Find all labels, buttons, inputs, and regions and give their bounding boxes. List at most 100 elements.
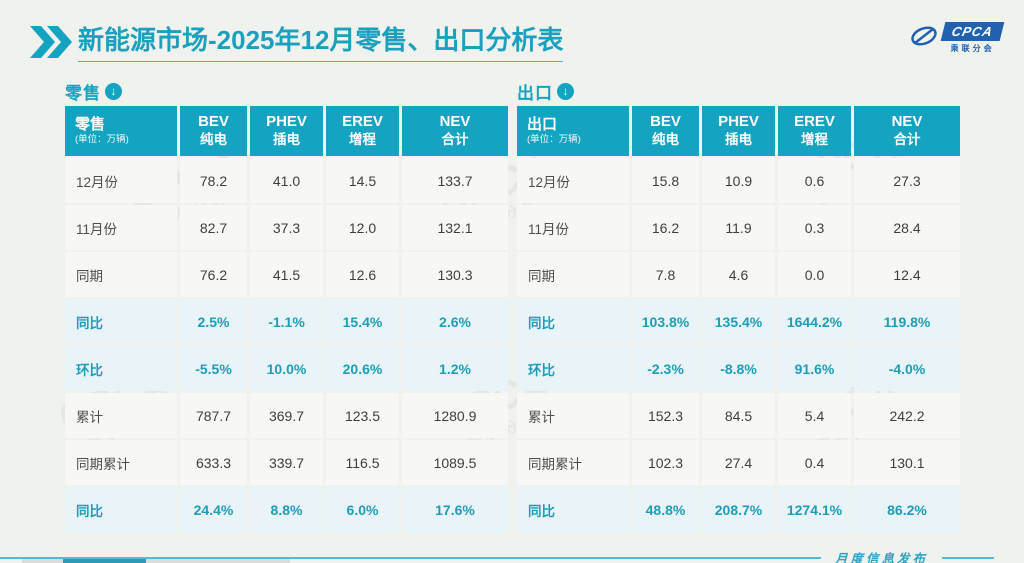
- cell-value: -4.0%: [854, 346, 960, 391]
- column-header-en: BEV: [198, 113, 229, 131]
- cell-value: 15.8: [632, 158, 699, 203]
- cpca-logo: CPCA 乘联分会: [909, 22, 1005, 54]
- retail-table: 零售 (单位：万辆) BEV 纯电 PHEV 插电 EREV 增程 NEV 合计 12月份 78.2 4…: [65, 106, 509, 532]
- cell-value: 2.6%: [402, 299, 508, 344]
- table-unit-label: (单位：万辆): [75, 134, 129, 146]
- cell-value: 369.7: [250, 393, 323, 438]
- cell-value: 1089.5: [402, 440, 508, 485]
- slide-header: 新能源市场-2025年12月零售、出口分析表: [28, 24, 564, 62]
- cell-value: 0.0: [778, 252, 851, 297]
- cell-value: 1644.2%: [778, 299, 851, 344]
- column-header-zh: 合计: [441, 131, 469, 147]
- cell-value: 76.2: [180, 252, 247, 297]
- row-label: 12月份: [517, 158, 629, 203]
- table-row: 累计 152.3 84.5 5.4 242.2: [517, 393, 961, 438]
- cell-value: 91.6%: [778, 346, 851, 391]
- row-label: 12月份: [65, 158, 177, 203]
- table-row: 12月份 78.2 41.0 14.5 133.7: [65, 158, 509, 203]
- cell-value: 16.2: [632, 205, 699, 250]
- progress-bar: [22, 559, 290, 563]
- row-label: 同期累计: [517, 440, 629, 485]
- row-label: 11月份: [65, 205, 177, 250]
- table-row: 同期 76.2 41.5 12.6 130.3: [65, 252, 509, 297]
- table-row: 同期 7.8 4.6 0.0 12.4: [517, 252, 961, 297]
- cell-value: 12.6: [326, 252, 399, 297]
- table-header-row: 零售 (单位：万辆) BEV 纯电 PHEV 插电 EREV 增程 NEV 合计: [65, 106, 509, 156]
- row-label: 同比: [517, 299, 629, 344]
- cell-value: 27.3: [854, 158, 960, 203]
- cell-value: 152.3: [632, 393, 699, 438]
- double-chevron-icon: [30, 26, 72, 58]
- table-row: 11月份 82.7 37.3 12.0 132.1: [65, 205, 509, 250]
- cell-value: 48.8%: [632, 487, 699, 532]
- cell-value: 8.8%: [250, 487, 323, 532]
- row-label: 同期: [517, 252, 629, 297]
- cell-value: 130.3: [402, 252, 508, 297]
- column-header-bev: BEV 纯电: [180, 106, 247, 156]
- column-header-en: NEV: [891, 113, 923, 131]
- row-label: 累计: [65, 393, 177, 438]
- cell-value: 10.9: [702, 158, 775, 203]
- column-header-erev: EREV 增程: [778, 106, 851, 156]
- column-header-en: PHEV: [266, 113, 307, 131]
- row-label: 环比: [517, 346, 629, 391]
- table-row: 12月份 15.8 10.9 0.6 27.3: [517, 158, 961, 203]
- cell-value: 1274.1%: [778, 487, 851, 532]
- table-row: 同期累计 633.3 339.7 116.5 1089.5: [65, 440, 509, 485]
- cell-value: 37.3: [250, 205, 323, 250]
- page-title-bold: 新能源市场: [78, 25, 209, 55]
- table-corner-cell: 零售 (单位：万辆): [65, 106, 177, 156]
- cell-value: 11.9: [702, 205, 775, 250]
- export-section: 出口 ↓ 出口 (单位：万辆) BEV 纯电 PHEV 插电 EREV 增程 NEV 合计 12月份…: [517, 80, 961, 534]
- cell-value: 242.2: [854, 393, 960, 438]
- progress-bar-fill: [63, 559, 146, 563]
- retail-section-label: 零售: [65, 83, 101, 103]
- row-label: 同比: [65, 487, 177, 532]
- page-title: 新能源市场-2025年12月零售、出口分析表: [78, 24, 564, 62]
- column-header-zh: 纯电: [200, 131, 227, 147]
- cell-value: 4.6: [702, 252, 775, 297]
- cell-value: 24.4%: [180, 487, 247, 532]
- cell-value: 132.1: [402, 205, 508, 250]
- cell-value: 208.7%: [702, 487, 775, 532]
- table-row: 累计 787.7 369.7 123.5 1280.9: [65, 393, 509, 438]
- table-corner-cell: 出口 (单位：万辆): [517, 106, 629, 156]
- column-header-en: BEV: [650, 113, 681, 131]
- retail-section-header: 零售 ↓: [65, 80, 509, 103]
- cell-value: -1.1%: [250, 299, 323, 344]
- footer-rule-right: [942, 556, 994, 559]
- table-row: 同比 103.8% 135.4% 1644.2% 119.8%: [517, 299, 961, 344]
- cpca-subtitle: 乘联分会: [950, 44, 995, 53]
- row-label: 11月份: [517, 205, 629, 250]
- page-title-rest: -2025年12月零售、出口分析表: [208, 25, 564, 55]
- cell-value: 130.1: [854, 440, 960, 485]
- footer-rule-left: [0, 556, 821, 559]
- cell-value: 116.5: [326, 440, 399, 485]
- cell-value: 0.6: [778, 158, 851, 203]
- column-header-erev: EREV 增程: [326, 106, 399, 156]
- column-header-zh: 插电: [273, 131, 300, 147]
- column-header-zh: 增程: [801, 131, 828, 147]
- column-header-nev: NEV 合计: [854, 106, 960, 156]
- cell-value: 41.0: [250, 158, 323, 203]
- cell-value: 5.4: [778, 393, 851, 438]
- cell-value: 2.5%: [180, 299, 247, 344]
- column-header-en: PHEV: [718, 113, 759, 131]
- row-label: 环比: [65, 346, 177, 391]
- table-row: 同比 2.5% -1.1% 15.4% 2.6%: [65, 299, 509, 344]
- cell-value: 1280.9: [402, 393, 508, 438]
- table-unit-label: (单位：万辆): [527, 134, 581, 146]
- down-arrow-icon: ↓: [105, 82, 122, 100]
- down-arrow-icon: ↓: [557, 82, 574, 100]
- column-header-en: NEV: [439, 113, 471, 131]
- column-header-zh: 增程: [349, 131, 376, 147]
- row-label: 同比: [65, 299, 177, 344]
- cell-value: 12.0: [326, 205, 399, 250]
- row-label: 同期: [65, 252, 177, 297]
- table-row: 环比 -5.5% 10.0% 20.6% 1.2%: [65, 346, 509, 391]
- cell-value: 633.3: [180, 440, 247, 485]
- table-corner-title: 出口: [527, 115, 558, 133]
- footer-label: 月度信息发布: [834, 552, 928, 563]
- export-section-header: 出口 ↓: [517, 80, 961, 103]
- cell-value: 86.2%: [854, 487, 960, 532]
